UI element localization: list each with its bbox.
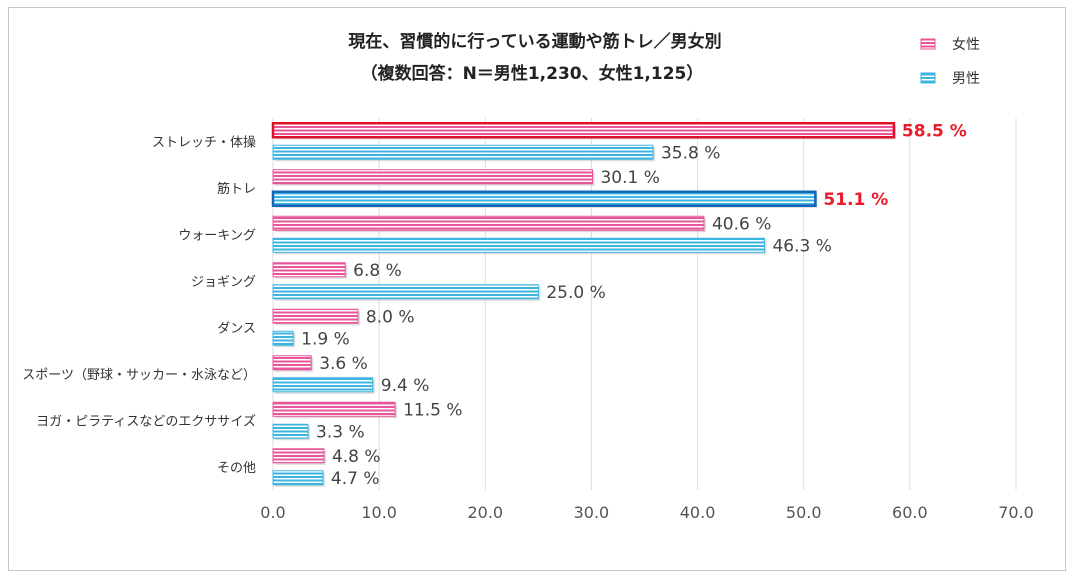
bar-male <box>271 190 817 207</box>
bar-male <box>272 144 654 160</box>
x-tick-label: 20.0 <box>467 503 503 522</box>
data-label: 9.4 % <box>381 376 430 396</box>
bar-female <box>272 401 396 417</box>
bar-female <box>272 355 312 371</box>
chart-subtitle: （複数回答：N＝男性1,230、女性1,125） <box>361 63 704 84</box>
category-label: ダンス <box>217 321 256 336</box>
bars <box>271 122 896 487</box>
category-label: ウォーキング <box>178 228 256 243</box>
category-label: 筋トレ <box>217 181 256 197</box>
category-label: ストレッチ・体操 <box>152 134 256 150</box>
x-tick-label: 60.0 <box>892 503 928 522</box>
x-tick-label: 40.0 <box>680 503 716 522</box>
data-label: 51.1 % <box>823 190 888 210</box>
legend-label: 男性 <box>952 71 980 87</box>
data-label: 4.7 % <box>331 469 380 489</box>
chart-title: 現在、習慣的に行っている運動や筋トレ／男女別 <box>348 31 721 52</box>
bar-female <box>272 169 593 185</box>
data-label: 11.5 % <box>403 400 462 420</box>
bar-female <box>272 448 325 464</box>
data-label: 1.9 % <box>301 329 350 349</box>
data-label: 8.0 % <box>366 307 415 327</box>
x-axis-ticks: 0.0 10.0 20.0 30.0 40.0 50.0 60.0 70.0 <box>260 503 1034 522</box>
legend-swatch <box>920 38 936 50</box>
x-tick-label: 70.0 <box>998 503 1034 522</box>
bar-female <box>272 308 359 324</box>
x-tick-label: 10.0 <box>361 503 397 522</box>
data-label: 6.8 % <box>353 261 402 281</box>
legend-swatch <box>920 72 936 84</box>
data-label: 4.8 % <box>332 447 381 467</box>
bar-male <box>272 284 539 300</box>
x-tick-label: 0.0 <box>260 503 285 522</box>
category-labels: ストレッチ・体操筋トレウォーキングジョギングダンススポーツ（野球・サッカー・水泳… <box>22 134 256 476</box>
bar-female <box>271 122 896 139</box>
category-label: ジョギング <box>191 275 256 290</box>
category-label: その他 <box>217 461 256 476</box>
bar-female <box>272 215 705 231</box>
category-label: スポーツ（野球・サッカー・水泳など） <box>22 368 256 383</box>
data-label: 30.1 % <box>600 168 659 188</box>
bar-male <box>272 330 294 346</box>
data-label: 3.3 % <box>316 422 365 442</box>
legend-label: 女性 <box>952 36 980 53</box>
bar-male <box>272 377 374 393</box>
bar-male <box>272 423 309 439</box>
category-label: ヨガ・ピラティスなどのエクササイズ <box>36 413 256 429</box>
bar-female <box>272 262 346 278</box>
data-label: 35.8 % <box>661 143 720 163</box>
x-tick-label: 30.0 <box>574 503 610 522</box>
bar-male <box>272 470 324 486</box>
data-label: 3.6 % <box>319 354 368 374</box>
data-label: 25.0 % <box>546 283 605 303</box>
x-tick-label: 50.0 <box>786 503 822 522</box>
bar-male <box>272 237 765 253</box>
data-label: 46.3 % <box>772 236 831 256</box>
value-labels: 58.5 % 35.8 %30.1 % 51.1 % 40.6 %46.3 % 6.8 … <box>301 121 967 489</box>
data-label: 58.5 % <box>902 121 967 141</box>
data-label: 40.6 % <box>712 214 771 234</box>
